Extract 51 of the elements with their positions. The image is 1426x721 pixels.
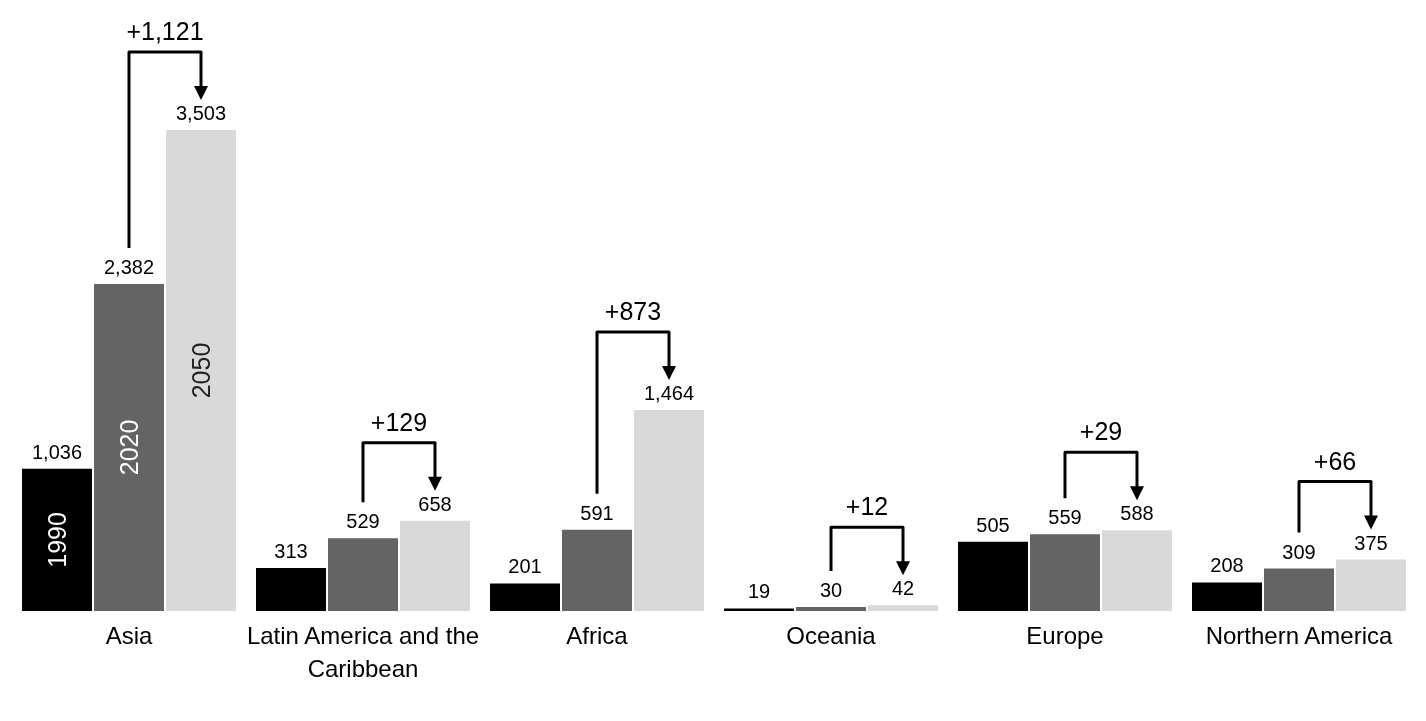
data-label: 2,382 xyxy=(103,255,155,278)
bar xyxy=(1264,568,1334,611)
bar xyxy=(22,468,92,611)
bar xyxy=(634,409,704,611)
x-tick-label: Oceania xyxy=(786,622,877,650)
data-label: 3,503 xyxy=(175,102,227,124)
bar xyxy=(724,608,794,611)
bar xyxy=(1336,559,1406,611)
data-label: 559 xyxy=(1048,506,1082,529)
bar xyxy=(1030,534,1100,611)
data-label: 208 xyxy=(1210,554,1244,577)
annotation: +12 xyxy=(845,492,889,521)
annotation: +29 xyxy=(1079,417,1123,446)
x-tick-label: Europe xyxy=(1026,622,1104,650)
text: +1,121 xyxy=(126,17,204,45)
data-label: 1,036 xyxy=(31,440,83,463)
bar xyxy=(256,568,326,611)
x-tick-label: Latin America and the Caribbean xyxy=(246,622,480,683)
series-label: 2050 xyxy=(187,342,215,399)
data-label: 591 xyxy=(580,501,614,524)
bar xyxy=(958,541,1028,611)
series-label: 2020 xyxy=(115,419,143,476)
data-label: 313 xyxy=(274,540,308,563)
bar xyxy=(868,605,938,611)
data-label: 1,464 xyxy=(643,381,695,404)
annotation: +66 xyxy=(1313,446,1357,475)
x-tick-label: Northern America xyxy=(1205,622,1394,650)
bar xyxy=(562,529,632,611)
bar xyxy=(1192,582,1262,611)
data-label: 19 xyxy=(747,580,771,603)
bar xyxy=(328,538,398,611)
x-tick-label: Asia xyxy=(105,622,153,650)
bar xyxy=(1102,530,1172,611)
annotation: +129 xyxy=(370,407,428,436)
series-label: 1990 xyxy=(43,512,71,568)
bar xyxy=(490,583,560,611)
data-label: 201 xyxy=(508,555,542,578)
data-label: 30 xyxy=(819,578,843,601)
bar xyxy=(796,606,866,611)
data-label: 658 xyxy=(418,492,452,515)
bar xyxy=(166,130,236,611)
data-label: 505 xyxy=(976,513,1010,536)
data-label: 529 xyxy=(346,510,380,533)
data-label: 309 xyxy=(1282,540,1316,563)
data-label: 42 xyxy=(891,577,915,600)
bar xyxy=(94,283,164,611)
bar xyxy=(400,520,470,611)
annotation: +873 xyxy=(604,296,662,325)
x-tick-label: Africa xyxy=(566,622,629,650)
data-label: 375 xyxy=(1354,531,1388,554)
data-label: 588 xyxy=(1120,502,1154,525)
